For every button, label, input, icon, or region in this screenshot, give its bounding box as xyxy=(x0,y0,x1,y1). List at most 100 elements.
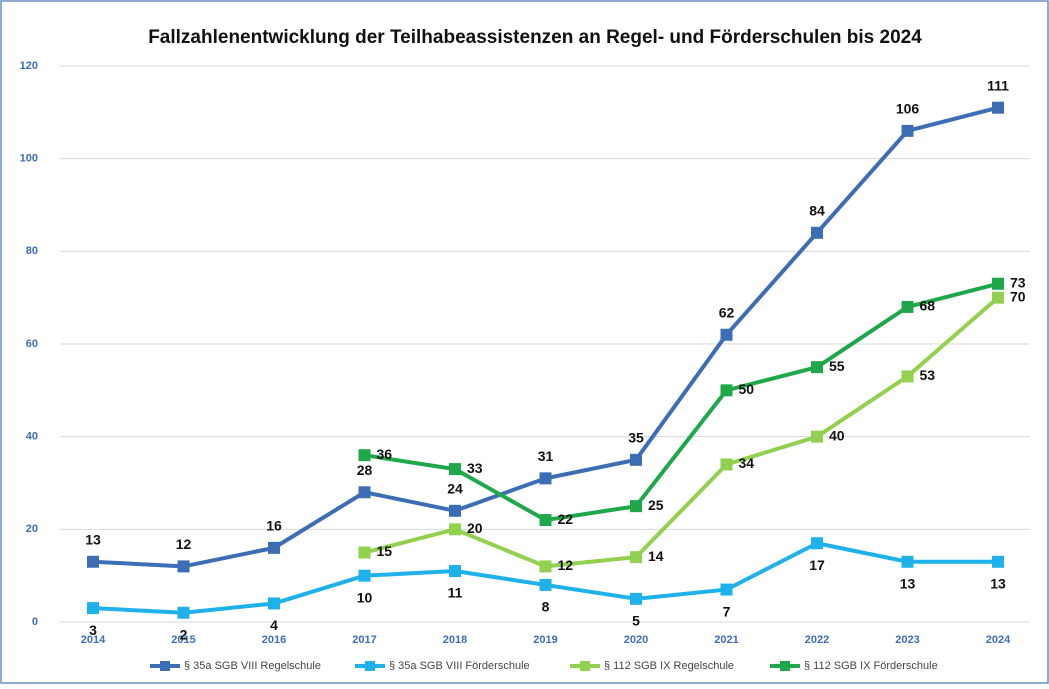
marker xyxy=(630,453,642,466)
marker xyxy=(449,504,461,517)
data-label: 14 xyxy=(648,548,664,564)
data-label: 34 xyxy=(739,455,755,471)
marker xyxy=(358,486,371,499)
data-label: 16 xyxy=(266,518,282,534)
data-label: 24 xyxy=(447,481,463,497)
marker xyxy=(449,463,461,476)
marker xyxy=(811,226,823,239)
y-tick-label: 60 xyxy=(26,338,38,350)
marker xyxy=(358,546,371,559)
data-label: 13 xyxy=(85,531,101,547)
marker xyxy=(87,602,99,615)
marker xyxy=(720,328,733,341)
legend-label: § 112 SGB IX Förderschule xyxy=(804,660,938,672)
series-line xyxy=(364,281,999,523)
data-label: 70 xyxy=(1010,288,1026,304)
y-tick-label: 40 xyxy=(26,431,38,443)
x-tick-label: 2023 xyxy=(895,634,919,646)
data-label: 15 xyxy=(377,543,393,559)
marker xyxy=(992,277,1004,290)
data-label: 84 xyxy=(809,203,825,219)
marker xyxy=(992,555,1004,568)
x-tick-label: 2015 xyxy=(171,634,195,646)
data-label: 35 xyxy=(628,430,644,446)
x-tick-label: 2019 xyxy=(533,634,557,646)
data-label: 33 xyxy=(467,460,483,476)
x-tick-label: 2017 xyxy=(352,634,376,646)
marker xyxy=(720,583,733,596)
data-label: 25 xyxy=(648,497,664,513)
data-label: 3 xyxy=(89,622,97,638)
data-label: 40 xyxy=(829,427,845,443)
data-label: 13 xyxy=(990,575,1006,591)
data-label: 22 xyxy=(558,511,574,527)
marker xyxy=(539,514,552,527)
x-tick-label: 2016 xyxy=(262,634,286,646)
y-tick-label: 0 xyxy=(32,616,38,628)
x-tick-label: 2024 xyxy=(986,634,1011,646)
marker xyxy=(358,569,371,582)
marker xyxy=(811,537,823,550)
marker xyxy=(811,361,823,374)
marker xyxy=(901,124,914,137)
data-label: 12 xyxy=(176,536,192,552)
data-label: 13 xyxy=(900,575,916,591)
data-label: 2 xyxy=(180,626,188,642)
marker xyxy=(539,560,552,573)
x-tick-label: 2018 xyxy=(443,634,467,646)
data-label: 4 xyxy=(270,617,278,633)
data-label: 8 xyxy=(542,599,550,615)
marker xyxy=(449,565,461,578)
data-label: 73 xyxy=(1010,274,1026,290)
marker xyxy=(268,541,280,554)
legend-label: § 35a SGB VIII Regelschule xyxy=(184,660,321,672)
y-tick-label: 100 xyxy=(20,153,38,165)
marker xyxy=(630,592,642,605)
data-label: 11 xyxy=(448,585,463,601)
marker xyxy=(539,472,552,485)
marker xyxy=(87,555,99,568)
marker xyxy=(358,449,371,462)
data-label: 28 xyxy=(357,462,373,478)
data-label: 31 xyxy=(538,448,554,464)
data-label: 55 xyxy=(829,358,845,374)
data-label: 10 xyxy=(357,589,373,605)
legend-label: § 35a SGB VIII Förderschule xyxy=(389,660,530,672)
marker xyxy=(811,430,823,443)
data-label: 53 xyxy=(920,367,936,383)
legend-marker xyxy=(780,661,790,671)
y-tick-label: 20 xyxy=(26,523,38,535)
y-tick-label: 120 xyxy=(20,60,38,72)
legend-marker xyxy=(365,661,375,671)
data-label: 106 xyxy=(896,101,920,117)
marker xyxy=(630,551,642,564)
data-label: 68 xyxy=(920,298,936,314)
marker xyxy=(992,291,1004,304)
data-label: 7 xyxy=(723,603,731,619)
data-label: 111 xyxy=(987,77,1009,93)
data-label: 20 xyxy=(467,520,483,536)
marker xyxy=(449,523,461,536)
x-tick-label: 2020 xyxy=(624,634,648,646)
marker xyxy=(539,578,552,591)
marker xyxy=(901,370,914,383)
chart-title: Fallzahlenentwicklung der Teilhabeassist… xyxy=(148,27,922,48)
x-tick-label: 2021 xyxy=(714,634,738,646)
marker xyxy=(630,500,642,513)
series-line xyxy=(364,296,1000,569)
marker xyxy=(720,384,733,397)
marker xyxy=(720,458,733,471)
data-label: 12 xyxy=(558,557,574,573)
data-label: 50 xyxy=(739,381,755,397)
legend-marker xyxy=(160,661,170,671)
data-label: 62 xyxy=(719,304,735,320)
marker xyxy=(268,597,280,610)
data-label: 36 xyxy=(377,446,393,462)
marker xyxy=(177,606,190,619)
x-tick-label: 2022 xyxy=(805,634,829,646)
marker xyxy=(177,560,190,573)
x-tick-label: 2014 xyxy=(81,634,106,646)
data-label: 17 xyxy=(809,557,825,573)
